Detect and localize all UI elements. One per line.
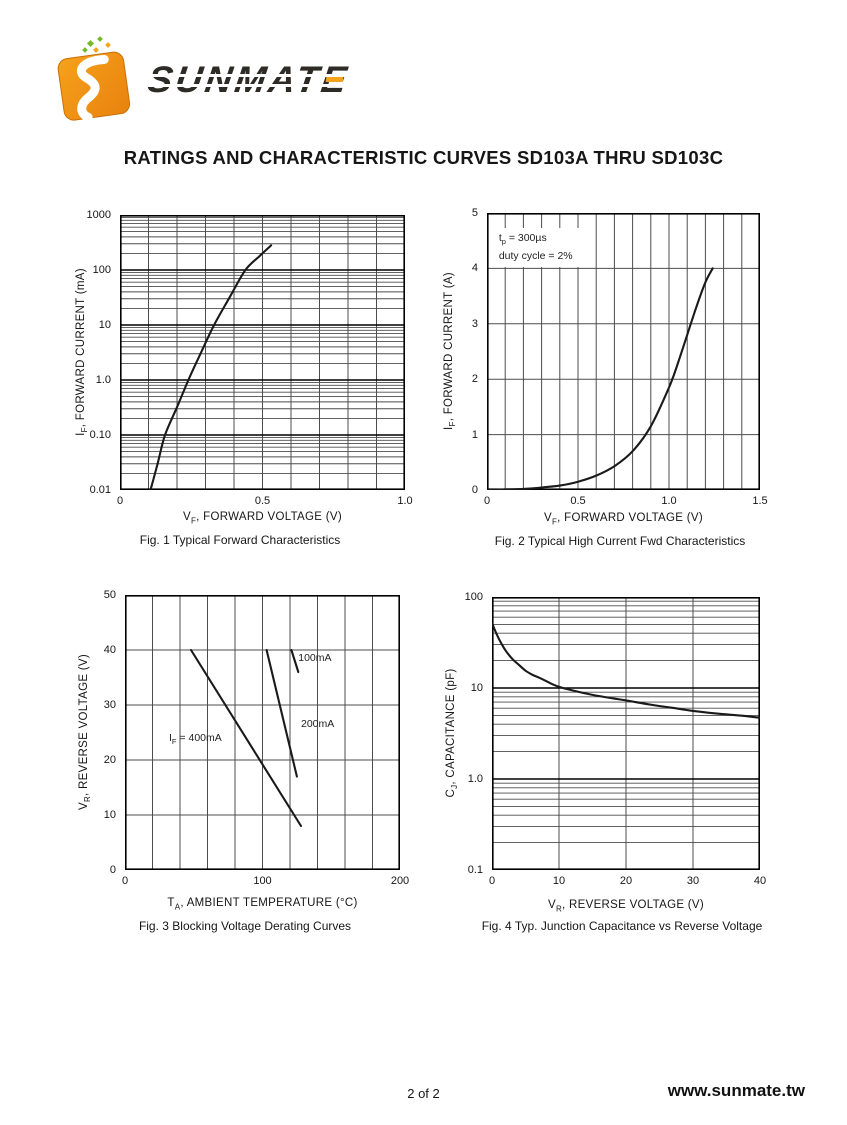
fig1-x-axis-label: VF, FORWARD VOLTAGE (V)	[183, 511, 342, 526]
y-tick-label: 10	[103, 809, 116, 821]
x-tick-label: 40	[753, 875, 767, 887]
x-tick-label: 20	[619, 875, 633, 887]
y-tick-label: 0	[109, 864, 116, 876]
y-tick-label: 5	[471, 207, 478, 219]
plot-annotation: 200mA	[301, 718, 335, 730]
series-typical-junction-capacitance	[492, 623, 760, 719]
figure-4-junction-capacitance: CJ, CAPACITANCE (pF) 0 10 20 30 40 100 10 1.0 0.…	[412, 587, 832, 943]
x-tick-label: 0.5	[254, 495, 271, 507]
x-tick-label: 200	[390, 875, 410, 887]
fig4-chart-svg	[492, 597, 760, 870]
wordmark-stripe	[144, 74, 354, 77]
y-tick-label: 0	[471, 484, 478, 496]
x-tick-label: 10	[552, 875, 566, 887]
logo-wordmark: SUNMATE	[145, 59, 353, 100]
fig4-y-axis-label: CJ, CAPACITANCE (pF)	[444, 668, 460, 798]
fig2-y-axis-label: IF, FORWARD CURRENT (A)	[442, 272, 458, 430]
fig1-plot-area: 0 0.5 1.0 1000 100 10 1.0 0.10 0.01	[87, 209, 413, 507]
page-title: RATINGS AND CHARACTERISTIC CURVES SD103A…	[123, 147, 724, 168]
x-tick-label: 0	[483, 495, 491, 507]
fig1-chart-svg	[120, 215, 405, 490]
series-typical-forward-current	[149, 244, 273, 490]
plot-annotation: IF = 400mA	[169, 731, 222, 746]
y-tick-label: 100	[464, 591, 483, 603]
fig3-caption: Fig. 3 Blocking Voltage Derating Curves	[138, 919, 352, 933]
figure-3-blocking-voltage-derating: VR, REVERSE VOLTAGE (V) 0 100 200 50 40 30 20 1…	[45, 585, 445, 943]
fig4-x-axis-label: VR, REVERSE VOLTAGE (V)	[547, 899, 705, 914]
plot-annotation: 100mA	[298, 652, 332, 664]
x-tick-label: 0	[121, 875, 129, 887]
series-if-100ma	[290, 648, 300, 674]
y-tick-label: 10	[98, 319, 111, 331]
fig2-plot-area: 0 0.5 1.0 1.5 5 4 3 2 1 0 tp = 300µs duty cycle = 2…	[472, 207, 768, 507]
y-tick-label: 10	[470, 682, 483, 694]
fig3-plot-area: 0 100 200 50 40 30 20 10 0 IF = 400mA 100mA 200mA	[104, 589, 409, 887]
x-tick-label: 1.0	[661, 495, 677, 507]
figure-1-forward-characteristics: IF, FORWARD CURRENT (mA) 0 0.5 1.0 1000 100 1…	[40, 205, 440, 560]
fig3-x-axis-label: TA, AMBIENT TEMPERATURE (°C)	[167, 897, 358, 912]
fig4-plot-area: 0 10 20 30 40 100 10 1.0 0.1	[465, 591, 766, 887]
fig3-chart-svg	[125, 595, 400, 870]
fig4-caption: Fig. 4 Typ. Junction Capacitance vs Reve…	[481, 919, 763, 933]
fig3-y-axis-label: VR, REVERSE VOLTAGE (V)	[77, 653, 93, 811]
fig1-y-axis-label: IF, FORWARD CURRENT (mA)	[74, 268, 90, 436]
logo-mark-icon	[57, 36, 131, 122]
y-tick-label: 1	[471, 428, 478, 441]
x-tick-label: 0	[488, 875, 496, 887]
y-tick-label: 40	[103, 644, 116, 656]
y-tick-label: 30	[103, 699, 116, 711]
series-if-200ma	[265, 648, 298, 778]
y-tick-label: 0.10	[89, 429, 111, 441]
fig2-caption: Fig. 2 Typical High Current Fwd Characte…	[494, 534, 746, 548]
y-tick-label: 4	[471, 262, 478, 275]
x-tick-label: 30	[686, 875, 700, 887]
y-tick-label: 1.0	[467, 773, 483, 785]
y-tick-label: 0.01	[89, 484, 111, 496]
x-tick-label: 100	[253, 875, 272, 887]
y-tick-label: 1000	[86, 209, 111, 221]
wordmark-orange-accent	[325, 77, 344, 82]
y-tick-label: 50	[103, 589, 116, 601]
x-tick-label: 0.5	[570, 495, 586, 507]
series-typical-high-current-forward	[487, 267, 714, 490]
y-tick-label: 0.1	[467, 864, 483, 876]
y-tick-label: 3	[471, 317, 478, 330]
y-tick-label: 100	[92, 264, 111, 276]
x-tick-label: 0	[116, 495, 124, 507]
sunmate-logo: SUNMATE	[50, 33, 390, 128]
fig1-caption: Fig. 1 Typical Forward Characteristics	[139, 533, 341, 547]
wordmark-stripe	[144, 84, 354, 87]
logo-wordmark-wrap: SUNMATE	[144, 59, 363, 105]
fig2-x-axis-label: VF, FORWARD VOLTAGE (V)	[544, 512, 703, 527]
series-if-400ma	[189, 648, 303, 828]
y-tick-label: 1.0	[95, 374, 111, 386]
plot-annotation: tp = 300µs duty cycle = 2%	[493, 228, 580, 268]
y-tick-label: 20	[103, 754, 116, 766]
x-tick-label: 1.0	[397, 495, 413, 507]
x-tick-label: 1.5	[752, 495, 768, 507]
figure-2-high-current-fwd: IF, FORWARD CURRENT (A) 0 0.5 1.0 1.5 5 4 3 2 1 0…	[410, 203, 830, 560]
page-number: 2 of 2	[407, 1086, 440, 1101]
y-tick-label: 2	[471, 373, 478, 386]
sparkle-icon	[82, 36, 111, 53]
website-link: www.sunmate.tw	[667, 1081, 805, 1100]
